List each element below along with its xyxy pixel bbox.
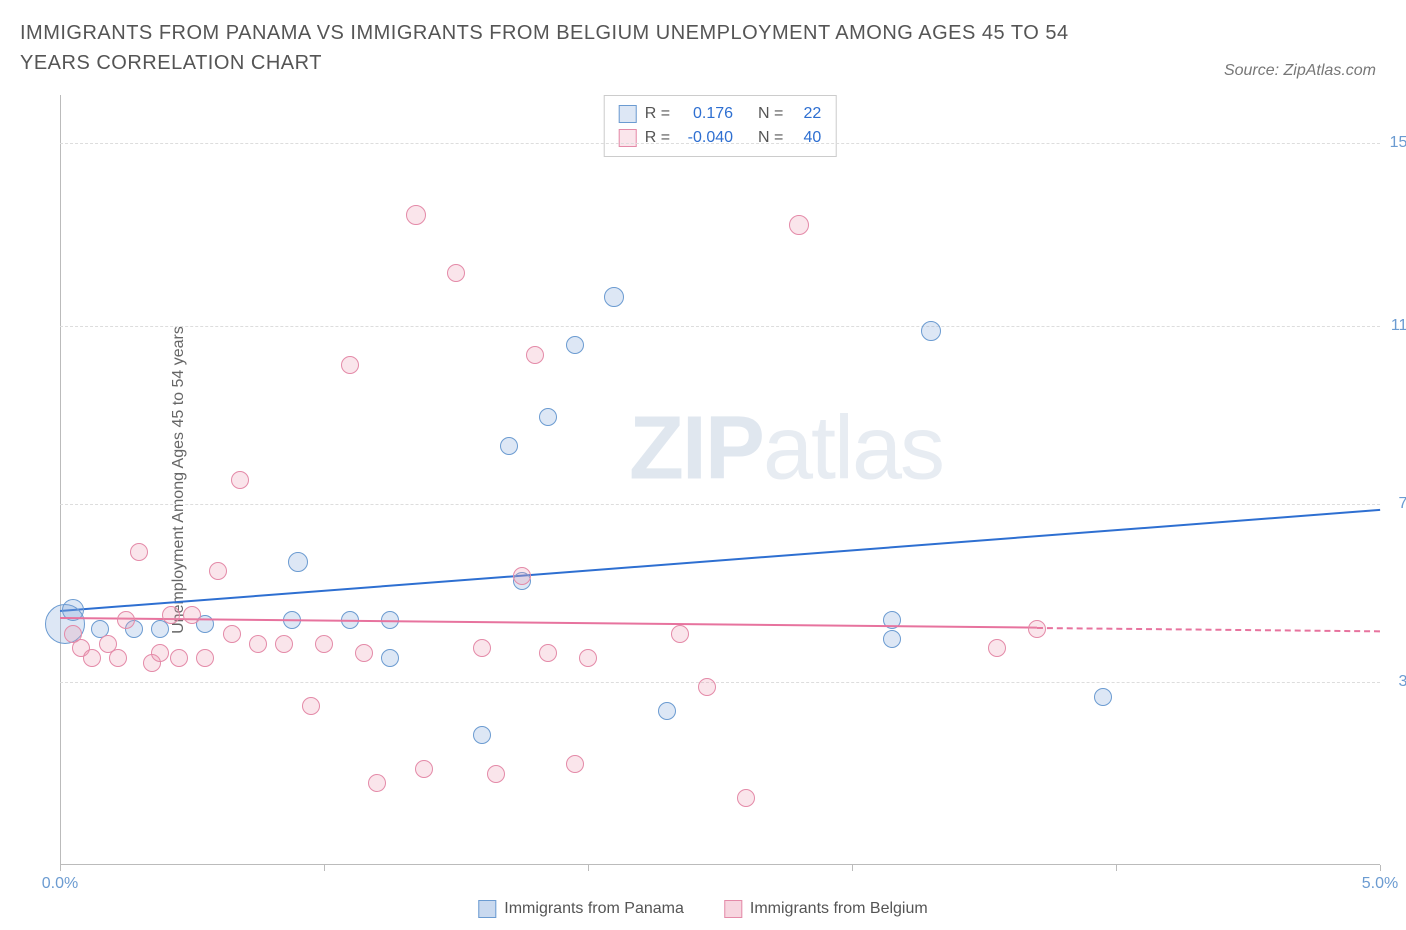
data-point [231,471,249,489]
x-tick-label: 5.0% [1362,875,1398,893]
data-point [539,408,557,426]
data-point [288,552,308,572]
data-point [151,644,169,662]
data-point [513,567,531,585]
legend-n-value: 22 [791,102,821,126]
legend-swatch [478,900,496,918]
legend-r-value: -0.040 [678,126,733,150]
data-point [275,635,293,653]
gridline [60,504,1380,505]
data-point [526,346,544,364]
data-point [473,639,491,657]
y-tick-label: 3.8% [1399,673,1406,691]
watermark-thin: atlas [763,399,943,499]
series-legend-label: Immigrants from Panama [504,900,684,918]
data-point [698,678,716,696]
legend-n-value: 40 [791,126,821,150]
data-point [921,321,941,341]
data-point [447,264,465,282]
watermark-main: ZIP [629,399,763,499]
series-legend-item: Immigrants from Belgium [724,900,928,918]
data-point [196,649,214,667]
trend-line [60,509,1380,612]
x-tick [588,865,589,871]
x-tick [1116,865,1117,871]
y-axis-line [60,95,61,865]
legend-r-value: 0.176 [678,102,733,126]
x-axis-line [60,864,1380,865]
data-point [566,336,584,354]
data-point [500,437,518,455]
data-point [341,356,359,374]
data-point [130,543,148,561]
gridline [60,682,1380,683]
legend-swatch [724,900,742,918]
data-point [223,625,241,643]
x-tick [60,865,61,871]
data-point [415,760,433,778]
data-point [315,635,333,653]
plot-region: ZIPatlas R =0.176 N =22R =-0.040 N =40 3… [60,95,1380,865]
legend-n-label: N = [758,126,783,150]
x-tick [324,865,325,871]
chart-title: IMMIGRANTS FROM PANAMA VS IMMIGRANTS FRO… [20,18,1120,78]
data-point [579,649,597,667]
data-point [988,639,1006,657]
data-point [368,774,386,792]
data-point [737,789,755,807]
data-point [473,726,491,744]
data-point [355,644,373,662]
data-point [170,649,188,667]
watermark: ZIPatlas [629,398,943,501]
data-point [604,287,624,307]
data-point [183,606,201,624]
data-point [302,697,320,715]
data-point [406,205,426,225]
gridline [60,326,1380,327]
correlation-legend: R = 0.176 N = 22 R = -0.040 N = 40 [604,95,837,157]
data-point [566,755,584,773]
data-point [487,765,505,783]
y-tick-label: 15.0% [1390,134,1406,152]
legend-swatch [619,105,637,123]
data-point [1094,688,1112,706]
data-point [671,625,689,643]
x-tick-label: 0.0% [42,875,78,893]
legend-row: R = -0.040 N = 40 [619,126,822,150]
legend-r-label: R = [645,126,670,150]
gridline [60,143,1380,144]
legend-n-label: N = [758,102,783,126]
legend-r-label: R = [645,102,670,126]
legend-swatch [619,129,637,147]
data-point [109,649,127,667]
data-point [883,630,901,648]
trend-line-dashed [1037,627,1380,632]
data-point [1028,620,1046,638]
x-tick [1380,865,1381,871]
y-tick-label: 11.2% [1391,317,1406,335]
legend-row: R = 0.176 N = 22 [619,102,822,126]
series-legend-label: Immigrants from Belgium [750,900,928,918]
series-legend: Immigrants from Panama Immigrants from Be… [478,900,927,918]
data-point [789,215,809,235]
series-legend-item: Immigrants from Panama [478,900,684,918]
data-point [381,649,399,667]
y-tick-label: 7.5% [1399,495,1406,513]
x-tick [852,865,853,871]
source-label: Source: ZipAtlas.com [1224,62,1376,80]
data-point [162,606,180,624]
data-point [83,649,101,667]
data-point [539,644,557,662]
data-point [658,702,676,720]
chart-area: Unemployment Among Ages 45 to 54 years Z… [60,95,1380,865]
data-point [117,611,135,629]
data-point [209,562,227,580]
data-point [249,635,267,653]
